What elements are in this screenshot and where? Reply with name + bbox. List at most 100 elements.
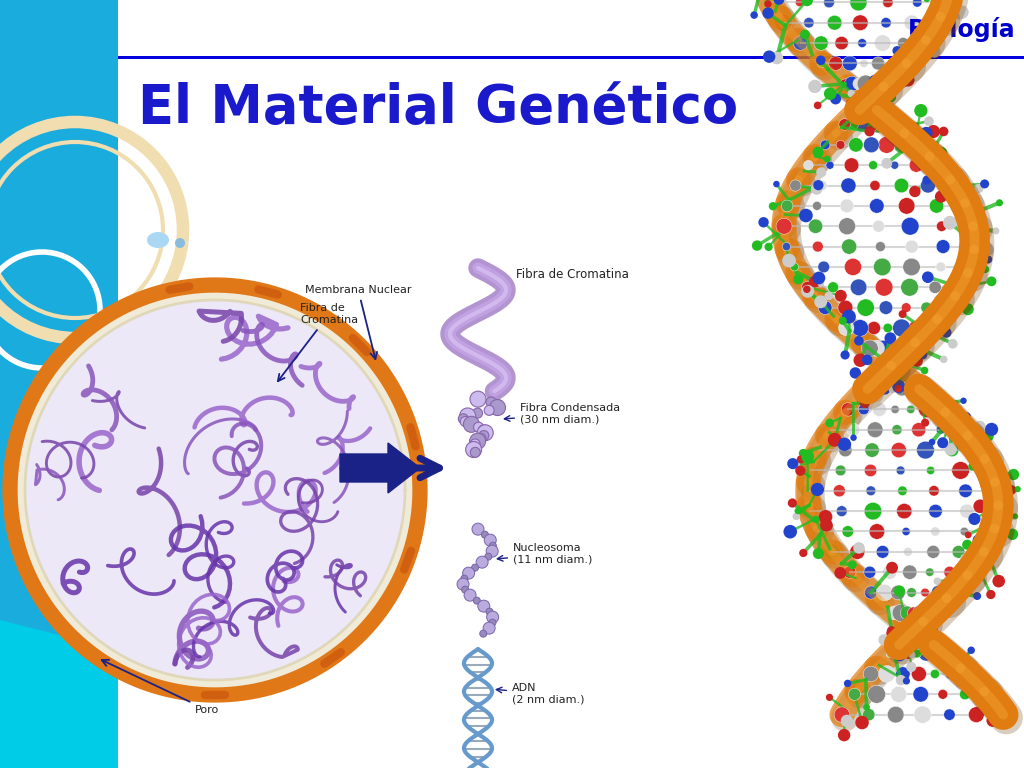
Circle shape <box>887 626 896 635</box>
Circle shape <box>486 545 498 557</box>
Circle shape <box>858 38 866 48</box>
Circle shape <box>857 103 868 114</box>
Circle shape <box>955 677 969 690</box>
Circle shape <box>824 292 834 300</box>
Circle shape <box>817 180 827 190</box>
Circle shape <box>942 661 949 669</box>
Circle shape <box>884 343 895 354</box>
Circle shape <box>944 566 955 578</box>
Circle shape <box>484 406 495 415</box>
Circle shape <box>968 647 975 654</box>
Circle shape <box>887 120 900 133</box>
Circle shape <box>886 361 901 376</box>
Circle shape <box>936 262 946 272</box>
Circle shape <box>948 339 957 349</box>
Circle shape <box>827 282 839 293</box>
Circle shape <box>843 56 857 71</box>
Circle shape <box>889 119 899 130</box>
Circle shape <box>835 290 847 302</box>
Circle shape <box>787 498 797 508</box>
Circle shape <box>808 80 821 93</box>
Circle shape <box>463 567 474 579</box>
Circle shape <box>879 383 891 395</box>
Circle shape <box>986 714 999 727</box>
Circle shape <box>909 631 923 644</box>
Circle shape <box>911 46 925 59</box>
Circle shape <box>854 118 868 131</box>
Circle shape <box>910 624 928 642</box>
Circle shape <box>880 360 897 377</box>
Circle shape <box>812 272 825 284</box>
Circle shape <box>912 382 926 396</box>
Circle shape <box>910 642 918 648</box>
Text: El Material Genético: El Material Genético <box>138 82 738 134</box>
Circle shape <box>908 321 923 335</box>
Circle shape <box>927 125 940 138</box>
Circle shape <box>803 286 811 293</box>
Circle shape <box>759 217 769 227</box>
Circle shape <box>992 505 1005 517</box>
Circle shape <box>980 536 988 544</box>
Circle shape <box>876 279 893 296</box>
Circle shape <box>921 588 930 597</box>
Circle shape <box>864 586 878 599</box>
Circle shape <box>936 404 948 415</box>
Circle shape <box>472 408 482 418</box>
Polygon shape <box>0 620 118 768</box>
Circle shape <box>887 361 902 376</box>
Circle shape <box>905 240 919 253</box>
Circle shape <box>844 158 859 173</box>
Circle shape <box>799 549 808 557</box>
Circle shape <box>872 98 883 108</box>
Circle shape <box>893 46 902 55</box>
Circle shape <box>836 465 846 476</box>
Circle shape <box>974 184 983 193</box>
Circle shape <box>969 513 981 525</box>
Circle shape <box>939 127 948 136</box>
Circle shape <box>1008 468 1019 480</box>
Circle shape <box>916 441 934 459</box>
Circle shape <box>793 512 800 520</box>
Circle shape <box>989 528 997 536</box>
Circle shape <box>773 0 784 5</box>
Circle shape <box>894 585 905 597</box>
Circle shape <box>852 319 868 336</box>
Circle shape <box>940 356 947 363</box>
Circle shape <box>913 687 929 702</box>
Circle shape <box>461 575 468 582</box>
Circle shape <box>787 458 799 469</box>
Circle shape <box>825 419 834 427</box>
Circle shape <box>898 486 907 495</box>
Circle shape <box>957 175 969 186</box>
Circle shape <box>963 260 977 274</box>
Circle shape <box>920 607 932 619</box>
Circle shape <box>1007 485 1016 495</box>
Circle shape <box>486 608 493 615</box>
Circle shape <box>891 161 899 169</box>
Circle shape <box>481 531 488 538</box>
Text: Poro: Poro <box>101 660 219 715</box>
Circle shape <box>909 628 919 638</box>
Circle shape <box>464 416 479 432</box>
Circle shape <box>958 484 972 498</box>
Circle shape <box>812 147 823 157</box>
Circle shape <box>864 126 874 137</box>
Circle shape <box>844 566 856 578</box>
Circle shape <box>895 385 902 392</box>
Circle shape <box>841 715 853 727</box>
Circle shape <box>887 93 896 102</box>
Circle shape <box>857 75 874 92</box>
Circle shape <box>904 616 918 630</box>
Circle shape <box>460 416 470 426</box>
Bar <box>118 0 1024 768</box>
Circle shape <box>969 462 977 471</box>
Circle shape <box>906 629 915 637</box>
Circle shape <box>934 147 947 160</box>
Circle shape <box>850 367 861 379</box>
Circle shape <box>898 197 914 214</box>
Circle shape <box>907 588 916 598</box>
Circle shape <box>872 220 885 232</box>
Circle shape <box>769 202 777 210</box>
Circle shape <box>891 343 902 354</box>
Circle shape <box>942 284 949 293</box>
